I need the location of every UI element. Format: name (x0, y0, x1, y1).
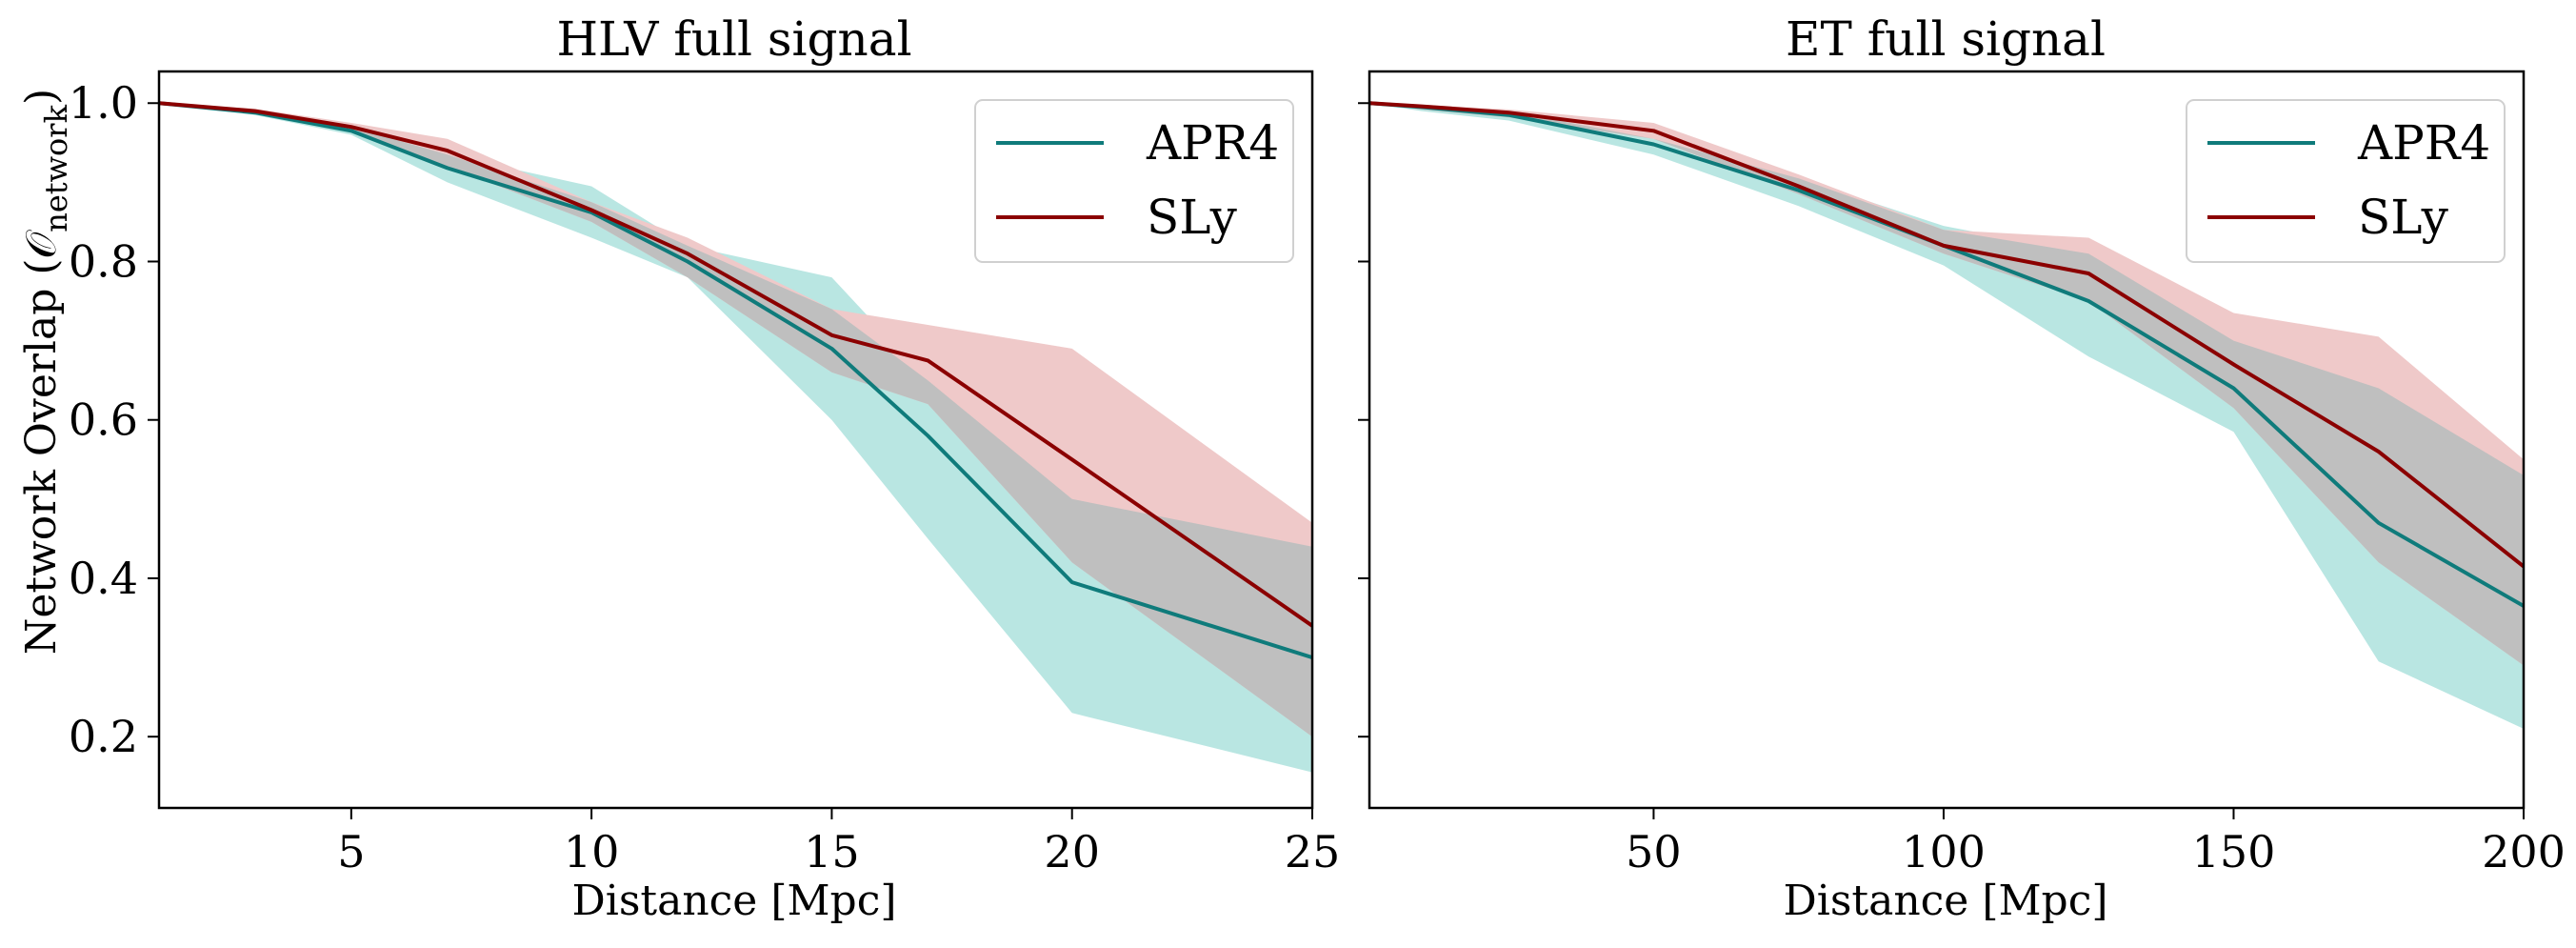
series-group (159, 101, 1312, 773)
legend: APR4 SLy (974, 99, 1294, 263)
y-axis-label: Network Overlap (𝒪network) (17, 89, 74, 655)
legend-label-apr4: APR4 (2357, 115, 2490, 171)
series-line-sly (159, 101, 1312, 628)
series-line-apr4 (159, 101, 1312, 660)
x-tick-label: 15 (804, 826, 860, 877)
x-tick-label: 200 (2482, 826, 2566, 877)
axes-frame (1368, 70, 2526, 810)
x-tick-label: 20 (1044, 826, 1100, 877)
y-tick-label: 0.8 (69, 235, 138, 287)
plot-area: 50 100 150 200 APR4 SLy (1358, 70, 2566, 877)
confidence-band-apr4 (159, 103, 1312, 773)
axes-frame (157, 70, 1314, 810)
x-tick-label: 100 (1902, 826, 1986, 877)
x-tick-label: 10 (564, 826, 620, 877)
legend-box (2186, 99, 2506, 263)
panel-hlv: HLV full signal Distance [Mpc] 5 10 15 20 25… (69, 11, 1340, 925)
x-tick-label: 25 (1285, 826, 1341, 877)
y-tick-label: 0.6 (69, 394, 138, 446)
legend: APR4 SLy (2186, 99, 2506, 263)
x-axis-label: Distance [Mpc] (1783, 877, 2107, 925)
legend-label-sly: SLy (1147, 190, 1238, 245)
confidence-band-sly (159, 103, 1312, 737)
x-axis-label: Distance [Mpc] (571, 877, 896, 925)
legend-label-apr4: APR4 (1146, 115, 1279, 171)
series-group (1369, 101, 2524, 729)
legend-box (974, 99, 1294, 263)
panel-title: HLV full signal (556, 11, 911, 67)
y-tick-label: 1.0 (69, 77, 138, 129)
series-line-sly (1369, 101, 2524, 569)
panel-et: ET full signal Distance [Mpc] 50 100 150 20… (1358, 11, 2566, 925)
x-tick-label: 50 (1626, 826, 1682, 877)
x-tick-label: 5 (337, 826, 365, 877)
panel-title: ET full signal (1786, 11, 2106, 67)
y-tick-label: 0.4 (69, 553, 138, 604)
legend-label-sly: SLy (2358, 190, 2449, 245)
y-tick-label: 0.2 (69, 711, 138, 762)
plot-area: 5 10 15 20 25 0.2 0.4 0.6 0.8 1.0 APR4 SLy (69, 70, 1341, 877)
confidence-band-overlap (1369, 103, 2524, 666)
x-tick-label: 150 (2192, 826, 2276, 877)
